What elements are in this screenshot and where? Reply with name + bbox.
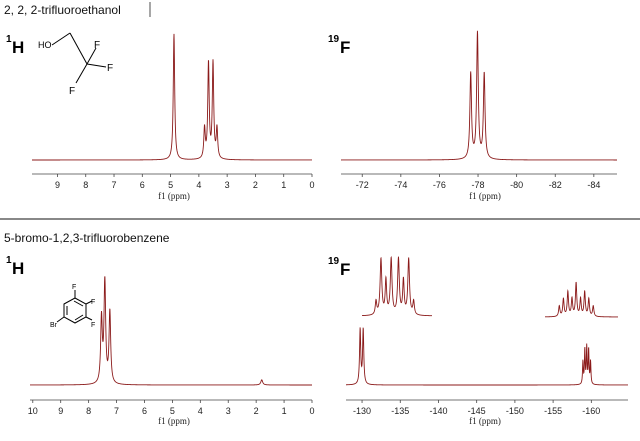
inset-spectrum-trace bbox=[362, 255, 433, 317]
tick-label: 1 bbox=[281, 180, 286, 190]
tick-label: -82 bbox=[549, 180, 562, 190]
tick-label: 7 bbox=[112, 180, 117, 190]
structure-bromotrifluorobenzene: F F F Br bbox=[50, 284, 95, 329]
spectrum-1h-bromotrifluorobenzene: 10 9 8 7 6 5 4 3 2 1 0f1 (ppm) bbox=[28, 276, 315, 426]
tick-label: 5 bbox=[170, 406, 175, 416]
x-axis-label: f1 (ppm) bbox=[158, 416, 190, 426]
tick-label: -74 bbox=[394, 180, 407, 190]
atom-f1: F bbox=[94, 40, 100, 51]
spectrum-19f-bromotrifluorobenzene: -130 -135 -140 -145 -150 -155 -160 f1 (ppm) bbox=[346, 255, 628, 426]
tick-label: 0 bbox=[309, 406, 314, 416]
svg-text:H: H bbox=[12, 38, 24, 57]
svg-text:F: F bbox=[340, 260, 350, 279]
tick-label: 6 bbox=[140, 180, 145, 190]
tick-label: -84 bbox=[587, 180, 600, 190]
atom-f-top: F bbox=[72, 284, 76, 291]
tick-label: 0 bbox=[309, 180, 314, 190]
atom-f2: F bbox=[107, 63, 113, 74]
atom-f3: F bbox=[69, 86, 75, 97]
tick-label: -140 bbox=[429, 406, 447, 416]
tick-label: 4 bbox=[196, 180, 201, 190]
tick-label: 7 bbox=[114, 406, 119, 416]
spectrum-1h-trifluoroethanol: 9 8 7 6 5 4 3 2 1 0 f1 (ppm) bbox=[32, 33, 315, 201]
x-axis-label: f1 (ppm) bbox=[469, 416, 501, 426]
tick-label: -145 bbox=[468, 406, 486, 416]
tick-label: -78 bbox=[472, 180, 485, 190]
tick-label: -155 bbox=[544, 406, 562, 416]
structure-trifluoroethanol: HO F F F bbox=[38, 32, 113, 97]
tick-label: -80 bbox=[510, 180, 523, 190]
section-title-trifluoroethanol: 2, 2, 2-trifluoroethanol bbox=[4, 3, 121, 17]
svg-text:19: 19 bbox=[328, 256, 340, 267]
nucleus-label-19f-top: 19 F bbox=[328, 34, 350, 57]
atom-f-right: F bbox=[91, 299, 95, 306]
tick-label: 8 bbox=[86, 406, 91, 416]
tick-label: 9 bbox=[55, 180, 60, 190]
svg-text:19: 19 bbox=[328, 34, 340, 45]
spectrum-trace bbox=[341, 30, 617, 161]
atom-ho: HO bbox=[38, 40, 52, 50]
spectrum-trace bbox=[346, 327, 628, 386]
atom-br: Br bbox=[50, 322, 58, 329]
tick-label: 8 bbox=[83, 180, 88, 190]
tick-label: -135 bbox=[391, 406, 409, 416]
x-axis-label: f1 (ppm) bbox=[469, 191, 501, 201]
nucleus-label-19f-bottom: 19 F bbox=[328, 256, 350, 279]
tick-label: 6 bbox=[142, 406, 147, 416]
inset-spectrum-trace bbox=[545, 281, 618, 318]
tick-label: 2 bbox=[253, 180, 258, 190]
nucleus-label-1h-top: 1 H bbox=[6, 34, 24, 57]
atom-f-bottom: F bbox=[91, 322, 95, 329]
tick-label: -150 bbox=[506, 406, 524, 416]
tick-label: -130 bbox=[353, 406, 371, 416]
tick-label: 1 bbox=[282, 406, 287, 416]
tick-label: -160 bbox=[582, 406, 600, 416]
svg-text:1: 1 bbox=[6, 255, 12, 266]
section-title-bromotrifluorobenzene: 5-bromo-1,2,3-trifluorobenzene bbox=[4, 231, 170, 245]
svg-text:1: 1 bbox=[6, 34, 12, 45]
tick-label: 3 bbox=[226, 406, 231, 416]
spectrum-trace bbox=[30, 276, 312, 386]
tick-label: 10 bbox=[28, 406, 38, 416]
x-axis-label: f1 (ppm) bbox=[158, 191, 190, 201]
tick-label: 5 bbox=[168, 180, 173, 190]
tick-label: -76 bbox=[433, 180, 446, 190]
spectrum-19f-trifluoroethanol: -72 -74 -76 -78 -80 -82 -84 f1 (ppm) bbox=[341, 30, 617, 201]
tick-label: 3 bbox=[225, 180, 230, 190]
svg-text:H: H bbox=[12, 259, 24, 278]
tick-label: 9 bbox=[58, 406, 63, 416]
svg-text:F: F bbox=[340, 38, 350, 57]
spectrum-trace bbox=[32, 33, 312, 161]
tick-label: 2 bbox=[254, 406, 259, 416]
tick-label: 4 bbox=[198, 406, 203, 416]
tick-label: -72 bbox=[356, 180, 369, 190]
nucleus-label-1h-bottom: 1 H bbox=[6, 255, 24, 278]
